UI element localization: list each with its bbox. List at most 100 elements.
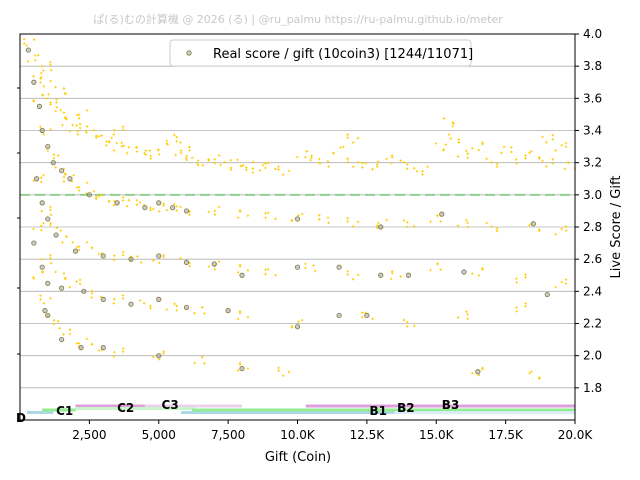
estimate-point xyxy=(261,164,265,167)
estimate-point xyxy=(121,250,125,254)
estimate-point xyxy=(152,259,155,262)
estimate-point xyxy=(175,309,178,312)
estimate-point xyxy=(59,108,62,112)
estimate-point xyxy=(251,167,255,170)
real-point xyxy=(294,264,301,270)
estimate-point xyxy=(64,91,67,95)
estimate-point xyxy=(90,289,94,293)
estimate-point xyxy=(541,159,544,163)
estimate-point xyxy=(217,205,221,209)
estimate-point xyxy=(282,374,285,377)
estimate-point xyxy=(90,296,93,299)
estimate-point xyxy=(193,361,196,365)
estimate-point xyxy=(356,273,360,277)
estimate-point xyxy=(434,142,438,145)
estimate-point xyxy=(49,103,52,106)
estimate-point xyxy=(42,302,46,305)
estimate-point xyxy=(179,152,183,155)
estimate-point xyxy=(121,347,125,350)
estimate-point xyxy=(25,44,28,47)
estimate-point xyxy=(32,99,35,102)
estimate-point xyxy=(77,248,81,252)
estimate-point xyxy=(245,166,248,169)
estimate-point xyxy=(528,223,531,227)
estimate-point xyxy=(52,153,56,156)
estimate-point xyxy=(105,140,108,143)
estimate-point xyxy=(68,328,72,331)
estimate-point xyxy=(310,156,313,159)
estimate-point xyxy=(62,272,66,275)
real-point xyxy=(156,200,162,206)
estimate-point xyxy=(442,149,445,152)
estimate-point xyxy=(481,266,484,270)
y-tick-label: 3.2 xyxy=(583,156,602,170)
estimate-point xyxy=(563,167,567,171)
estimate-point xyxy=(188,265,191,268)
estimate-point xyxy=(45,97,48,100)
estimate-point xyxy=(313,269,317,273)
estimate-point xyxy=(456,224,460,227)
estimate-point xyxy=(376,165,379,168)
estimate-point xyxy=(466,313,469,316)
estimate-point xyxy=(485,157,488,160)
estimate-point xyxy=(37,54,40,57)
y-tick-label: 2.6 xyxy=(583,252,602,266)
estimate-point xyxy=(112,355,116,358)
estimate-point xyxy=(49,128,52,131)
real-point xyxy=(156,353,162,359)
estimate-point xyxy=(77,341,81,345)
estimate-point xyxy=(70,180,74,183)
estimate-point xyxy=(238,209,242,212)
estimate-point xyxy=(55,226,59,230)
estimate-point xyxy=(78,278,82,282)
real-point xyxy=(36,103,43,109)
estimate-point xyxy=(113,199,116,203)
estimate-point xyxy=(40,224,43,228)
estimate-point xyxy=(62,87,66,90)
estimate-point xyxy=(326,160,330,163)
estimate-point xyxy=(188,149,191,152)
estimate-point xyxy=(120,145,124,148)
estimate-point xyxy=(68,129,72,133)
estimate-point xyxy=(40,258,43,261)
estimate-point xyxy=(290,325,294,328)
estimate-point xyxy=(346,136,349,140)
estimate-point xyxy=(42,69,45,72)
estimate-point xyxy=(175,304,178,308)
estimate-point xyxy=(277,366,280,369)
estimate-point xyxy=(78,282,82,286)
estimate-point xyxy=(52,157,56,160)
estimate-point xyxy=(524,276,527,279)
estimate-point xyxy=(49,205,52,209)
estimate-point xyxy=(76,129,80,133)
estimate-point xyxy=(564,145,568,149)
rank-label-b3: B3 xyxy=(442,398,460,412)
estimate-point xyxy=(174,153,177,157)
y-tick-label: 4.0 xyxy=(583,27,602,41)
estimate-point xyxy=(297,214,300,217)
estimate-point xyxy=(515,277,518,280)
estimate-point xyxy=(421,173,424,176)
estimate-point xyxy=(264,216,267,220)
estimate-point xyxy=(236,216,240,219)
estimate-point xyxy=(75,124,78,127)
estimate-point xyxy=(62,111,66,114)
estimate-point xyxy=(162,352,165,355)
estimate-point xyxy=(138,299,142,302)
real-point xyxy=(39,200,45,206)
estimate-point xyxy=(58,327,61,330)
estimate-point xyxy=(42,133,46,136)
estimate-point xyxy=(193,311,196,315)
estimate-point xyxy=(236,271,240,274)
estimate-point xyxy=(287,169,291,173)
estimate-point xyxy=(377,221,380,225)
estimate-point xyxy=(528,151,531,155)
estimate-point xyxy=(149,157,152,160)
estimate-point xyxy=(120,141,123,144)
data-points xyxy=(22,37,577,380)
rank-band xyxy=(144,404,242,408)
estimate-point xyxy=(312,264,315,267)
estimate-point xyxy=(77,185,81,189)
estimate-point xyxy=(564,282,568,285)
estimate-point xyxy=(436,262,439,266)
